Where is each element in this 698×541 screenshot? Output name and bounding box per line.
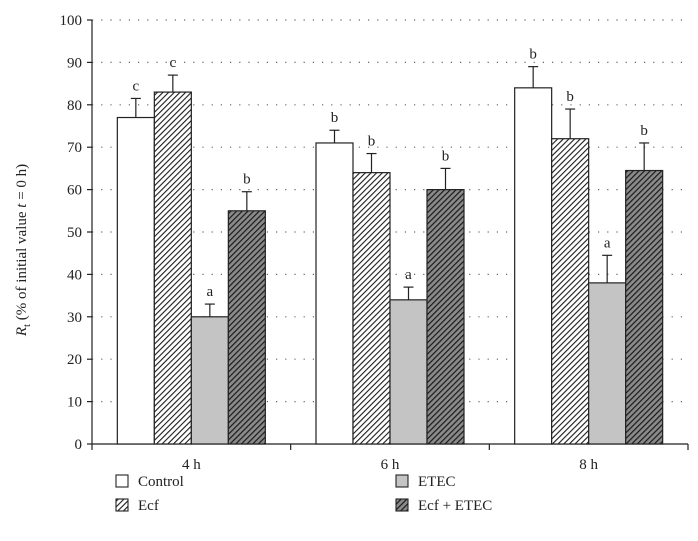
bar bbox=[625, 169, 664, 445]
significance-label: a bbox=[405, 267, 412, 283]
legend-label: ETEC bbox=[418, 474, 456, 490]
y-tick-label: 30 bbox=[67, 310, 82, 326]
bar bbox=[588, 282, 627, 445]
significance-label: c bbox=[132, 78, 139, 94]
significance-label: c bbox=[169, 55, 176, 71]
legend-item: ETEC bbox=[395, 474, 456, 490]
significance-label: b bbox=[368, 134, 376, 150]
legend-label: Ecf bbox=[138, 498, 159, 514]
y-tick-label: 90 bbox=[67, 55, 82, 71]
bar bbox=[190, 316, 229, 445]
y-tick-labels: 0 10 20 30 40 50 60 70 80 90 100 bbox=[60, 13, 83, 453]
significance-label: a bbox=[206, 284, 213, 300]
bar bbox=[389, 299, 428, 445]
legend-label: Ecf + ETEC bbox=[418, 498, 492, 514]
y-tick-label: 80 bbox=[67, 98, 82, 114]
bar bbox=[315, 142, 354, 445]
legend: Control ETEC Ecf Ecf + ETEC bbox=[115, 474, 492, 514]
x-category-labels: 4 h 6 h 8 h bbox=[182, 457, 599, 473]
bar bbox=[116, 116, 155, 445]
x-category-label: 8 h bbox=[579, 457, 598, 473]
legend-item: Control bbox=[115, 474, 184, 490]
legend-item: Ecf + ETEC bbox=[395, 498, 492, 514]
y-tick-label: 60 bbox=[67, 183, 82, 199]
bar bbox=[514, 87, 553, 445]
legend-swatch bbox=[115, 474, 129, 488]
legend-item: Ecf bbox=[115, 498, 159, 514]
y-tick-label: 100 bbox=[60, 13, 83, 29]
bar bbox=[153, 91, 192, 445]
legend-swatch bbox=[395, 474, 409, 488]
y-tick-label: 0 bbox=[75, 437, 83, 453]
significance-label: b bbox=[566, 89, 574, 105]
y-axis-label: Rt (% of initial value t = 0 h) bbox=[14, 164, 33, 337]
bar bbox=[426, 189, 465, 445]
significance-label: a bbox=[604, 235, 611, 251]
significance-label: b bbox=[529, 47, 537, 63]
bars: c c a b b b a b b b a b bbox=[116, 47, 664, 445]
x-category-label: 4 h bbox=[182, 457, 201, 473]
bar bbox=[352, 172, 391, 445]
legend-swatch bbox=[115, 498, 129, 512]
y-tick-label: 20 bbox=[67, 352, 82, 368]
significance-label: b bbox=[442, 148, 450, 164]
y-tick-label: 50 bbox=[67, 225, 82, 241]
y-tick-label: 40 bbox=[67, 267, 82, 283]
significance-label: b bbox=[243, 172, 251, 188]
bar bbox=[551, 138, 590, 445]
legend-label: Control bbox=[138, 474, 184, 490]
x-category-label: 6 h bbox=[381, 457, 400, 473]
y-tick-label: 70 bbox=[67, 140, 82, 156]
significance-label: b bbox=[331, 110, 339, 126]
y-tick-label: 10 bbox=[67, 395, 82, 411]
legend-swatch bbox=[395, 498, 409, 512]
significance-label: b bbox=[640, 123, 648, 139]
bar bbox=[227, 210, 266, 445]
